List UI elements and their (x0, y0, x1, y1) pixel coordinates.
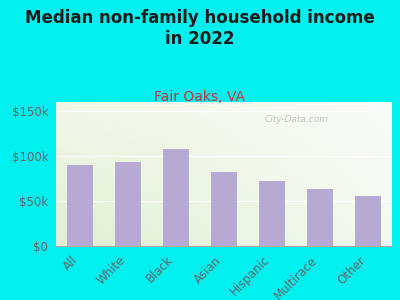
Bar (115, 162, 141, 246)
Bar (211, 172, 237, 246)
Bar (163, 149, 189, 246)
Bar (259, 181, 285, 246)
Bar (355, 196, 381, 246)
Text: City-Data.com: City-Data.com (264, 115, 328, 124)
Text: Fair Oaks, VA: Fair Oaks, VA (154, 90, 246, 104)
Bar (67, 165, 93, 246)
Bar (307, 189, 333, 246)
Text: Median non-family household income
in 2022: Median non-family household income in 20… (25, 9, 375, 48)
